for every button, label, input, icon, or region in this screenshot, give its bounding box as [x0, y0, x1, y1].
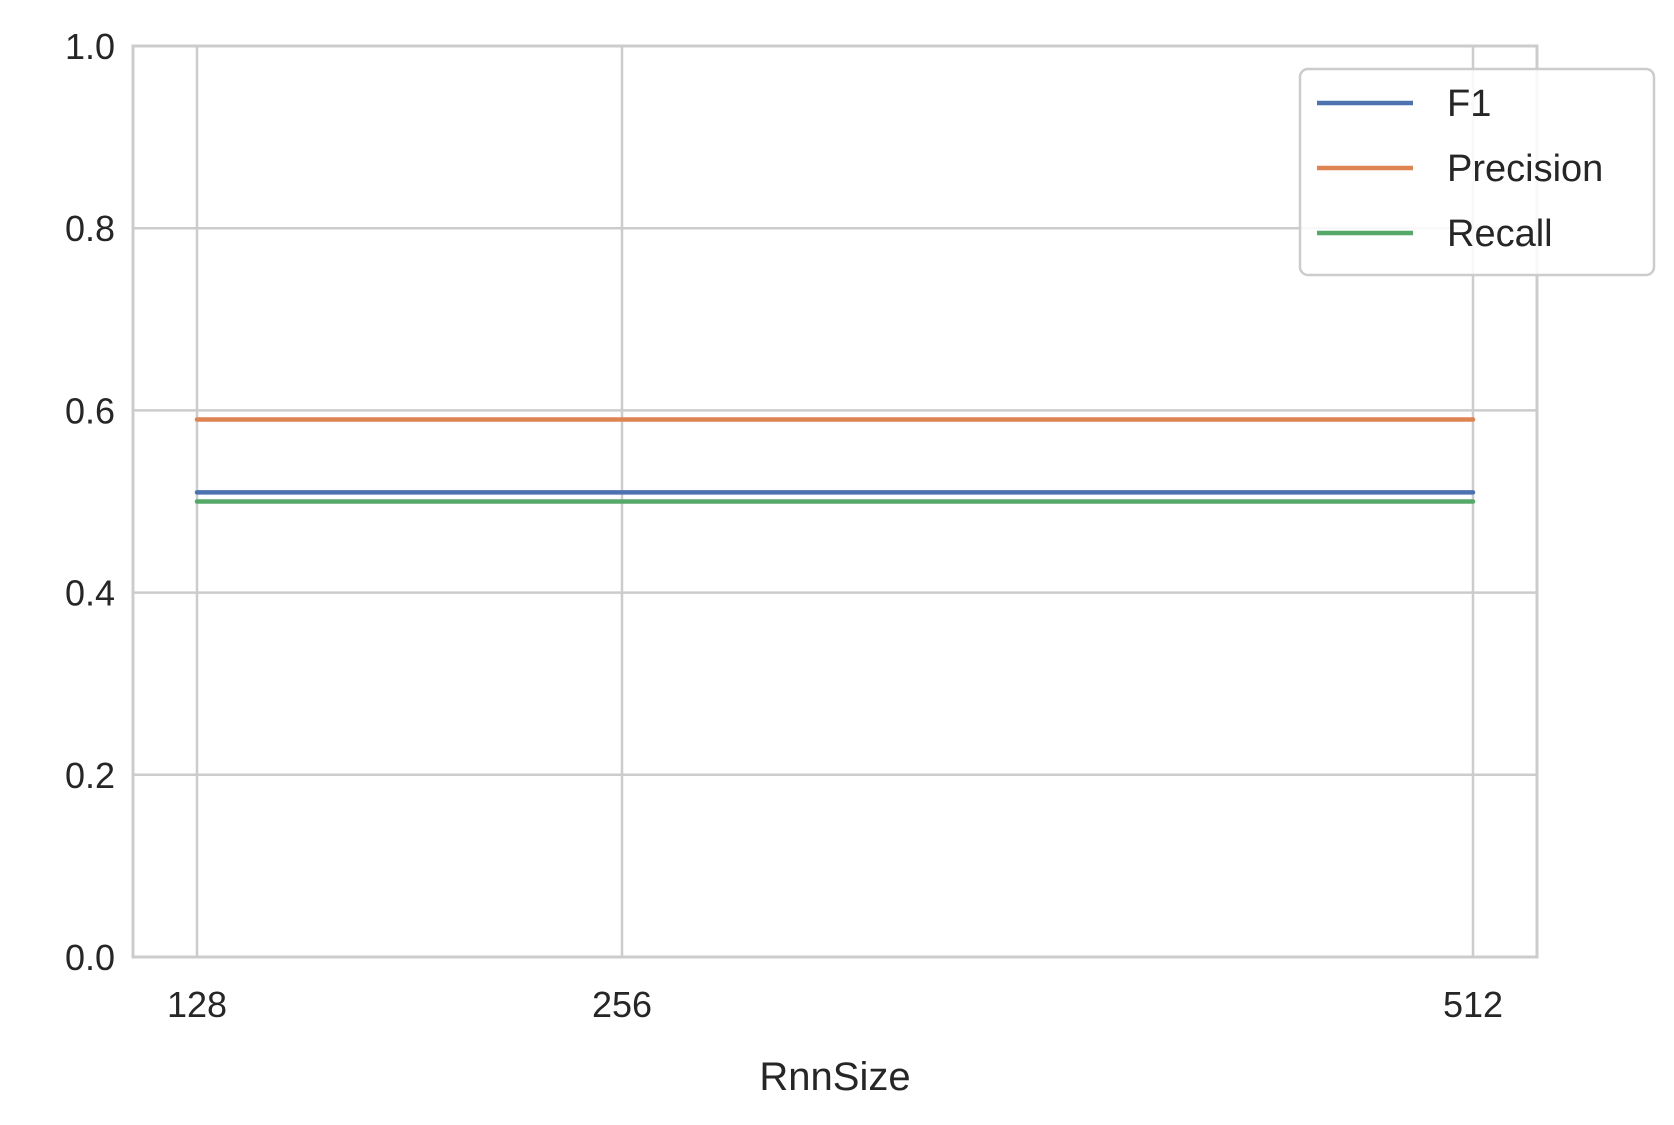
y-tick-label: 0.6: [65, 390, 115, 431]
legend: F1 Precision Recall: [1298, 67, 1656, 277]
legend-label-recall: Recall: [1447, 213, 1553, 255]
y-tick-label: 0.8: [65, 208, 115, 249]
y-tick-label: 0.4: [65, 573, 115, 614]
y-tick-label: 0.2: [65, 755, 115, 796]
series-lines: [194, 417, 1476, 504]
plot-area-frame: [131, 44, 1539, 959]
legend-label-precision: Precision: [1447, 148, 1603, 190]
x-axis-label: RnnSize: [759, 1055, 910, 1099]
y-axis-ticks: 0.0 0.2 0.4 0.6 0.8 1.0: [65, 26, 115, 978]
y-tick-label: 0.0: [65, 937, 115, 978]
y-tick-label: 1.0: [65, 26, 115, 67]
legend-box: [1298, 67, 1656, 277]
legend-label-f1: F1: [1447, 83, 1491, 125]
x-axis-ticks: 128 256 512: [167, 984, 1503, 1025]
x-tick-label: 256: [592, 984, 652, 1025]
x-tick-label: 128: [167, 984, 227, 1025]
x-tick-label: 512: [1443, 984, 1503, 1025]
